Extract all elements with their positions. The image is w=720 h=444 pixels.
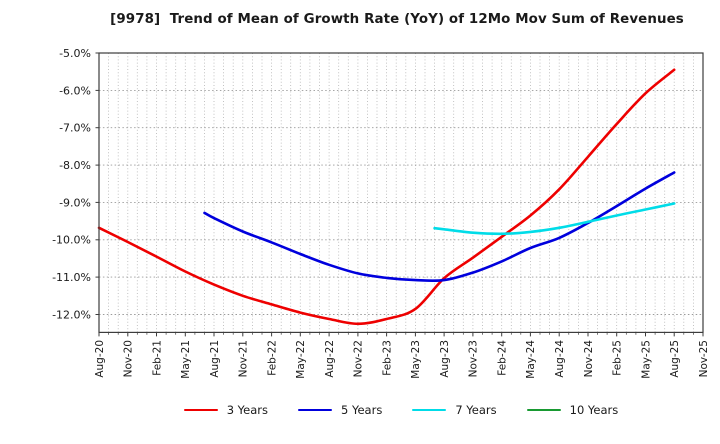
svg-text:May-23: May-23 bbox=[410, 340, 422, 379]
svg-text:May-22: May-22 bbox=[295, 340, 307, 379]
svg-text:Feb-22: Feb-22 bbox=[266, 340, 278, 376]
7-years-line-swatch bbox=[412, 408, 447, 412]
svg-text:Feb-25: Feb-25 bbox=[612, 340, 624, 376]
svg-text:-5.0%: -5.0% bbox=[59, 47, 91, 60]
svg-text:May-25: May-25 bbox=[640, 340, 652, 379]
legend-label: 3 Years bbox=[226, 403, 269, 417]
svg-text:Nov-23: Nov-23 bbox=[468, 340, 480, 377]
svg-text:Aug-21: Aug-21 bbox=[209, 340, 221, 378]
svg-text:Aug-22: Aug-22 bbox=[324, 340, 336, 378]
svg-text:-10.0%: -10.0% bbox=[52, 234, 91, 247]
legend-item-5-years: 5 Years bbox=[298, 403, 382, 417]
svg-text:-6.0%: -6.0% bbox=[59, 84, 91, 97]
svg-text:Aug-23: Aug-23 bbox=[439, 340, 451, 378]
svg-text:Aug-25: Aug-25 bbox=[669, 340, 681, 378]
legend-label: 10 Years bbox=[569, 403, 619, 417]
3-years-line-swatch bbox=[183, 408, 218, 412]
svg-text:Nov-21: Nov-21 bbox=[238, 340, 250, 377]
5-years-line-swatch bbox=[298, 408, 333, 412]
svg-text:Feb-21: Feb-21 bbox=[151, 340, 163, 376]
svg-text:-9.0%: -9.0% bbox=[59, 196, 91, 209]
svg-text:Nov-22: Nov-22 bbox=[353, 340, 365, 377]
svg-text:-12.0%: -12.0% bbox=[52, 308, 91, 321]
legend-item-7-years: 7 Years bbox=[412, 403, 497, 417]
svg-text:Aug-20: Aug-20 bbox=[94, 340, 106, 378]
svg-text:Aug-24: Aug-24 bbox=[554, 340, 566, 378]
legend-label: 5 Years bbox=[341, 403, 383, 417]
svg-text:Nov-25: Nov-25 bbox=[698, 340, 710, 377]
svg-text:Nov-24: Nov-24 bbox=[583, 340, 595, 378]
chart-title: [9978] Trend of Mean of Growth Rate (YoY… bbox=[110, 12, 684, 27]
chart-legend: 3 Years 5 Years 7 Years 10 Years bbox=[99, 403, 703, 417]
svg-text:Feb-23: Feb-23 bbox=[381, 340, 393, 376]
svg-text:Nov-20: Nov-20 bbox=[123, 340, 135, 377]
svg-text:May-21: May-21 bbox=[180, 340, 192, 379]
legend-label: 7 Years bbox=[455, 403, 497, 417]
svg-text:-8.0%: -8.0% bbox=[59, 159, 91, 172]
10-years-line-swatch bbox=[526, 408, 561, 412]
svg-text:May-24: May-24 bbox=[525, 340, 537, 379]
legend-item-10-years: 10 Years bbox=[526, 403, 619, 417]
svg-text:Feb-24: Feb-24 bbox=[497, 340, 509, 376]
legend-item-3-years: 3 Years bbox=[183, 403, 269, 417]
svg-text:-7.0%: -7.0% bbox=[59, 122, 91, 135]
svg-text:-11.0%: -11.0% bbox=[52, 271, 91, 284]
